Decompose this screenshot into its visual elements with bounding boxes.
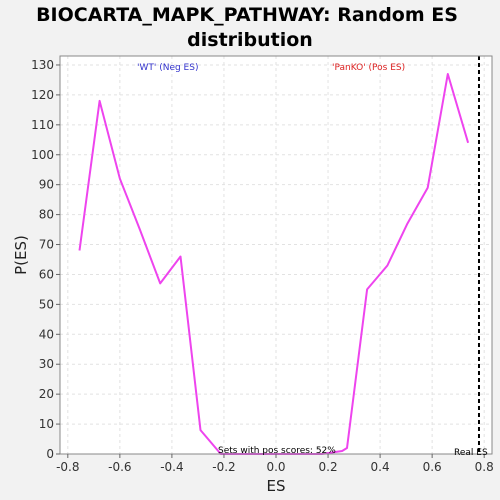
x-tick-label: 0.8: [475, 460, 494, 474]
y-tick-label: 130: [31, 58, 54, 72]
y-tick-label: 50: [39, 297, 54, 311]
y-tick-label: 110: [31, 118, 54, 132]
chart-title-line1: BIOCARTA_MAPK_PATHWAY: Random ES: [36, 4, 458, 26]
x-tick-label: 0.2: [319, 460, 338, 474]
chart-title-line2: distribution: [187, 29, 313, 51]
x-axis: -0.8 -0.6 -0.4 -0.2 0.0 0.2 0.4 0.6 0.8: [56, 454, 494, 474]
grid: [60, 56, 492, 455]
y-tick-label: 10: [39, 417, 54, 431]
y-tick-label: 20: [39, 387, 54, 401]
real-es-label: Real ES: [454, 448, 488, 458]
y-tick-label: 100: [31, 148, 54, 162]
y-tick-label: 0: [46, 447, 54, 461]
y-tick-label: 120: [31, 88, 54, 102]
x-tick-label: -0.8: [56, 460, 79, 474]
x-tick-label: -0.4: [160, 460, 183, 474]
y-tick-label: 90: [39, 178, 54, 192]
x-tick-label: -0.6: [108, 460, 131, 474]
y-axis: 0 10 20 30 40 50 60 70 80 90 100 110 120 130: [31, 58, 60, 461]
neg-es-label: 'WT' (Neg ES): [137, 63, 198, 73]
x-tick-label: -0.2: [212, 460, 235, 474]
x-tick-label: 0.6: [423, 460, 442, 474]
y-tick-label: 40: [39, 327, 54, 341]
y-tick-label: 70: [39, 238, 54, 252]
y-tick-label: 80: [39, 208, 54, 222]
x-tick-label: 0.0: [266, 460, 285, 474]
y-axis-label: P(ES): [12, 235, 30, 275]
y-tick-label: 30: [39, 357, 54, 371]
y-tick-label: 60: [39, 267, 54, 281]
pos-es-label: 'PanKO' (Pos ES): [332, 63, 405, 73]
pos-scores-label: Sets with pos scores: 52%: [218, 446, 336, 456]
x-axis-label: ES: [267, 477, 286, 495]
x-tick-label: 0.4: [371, 460, 390, 474]
